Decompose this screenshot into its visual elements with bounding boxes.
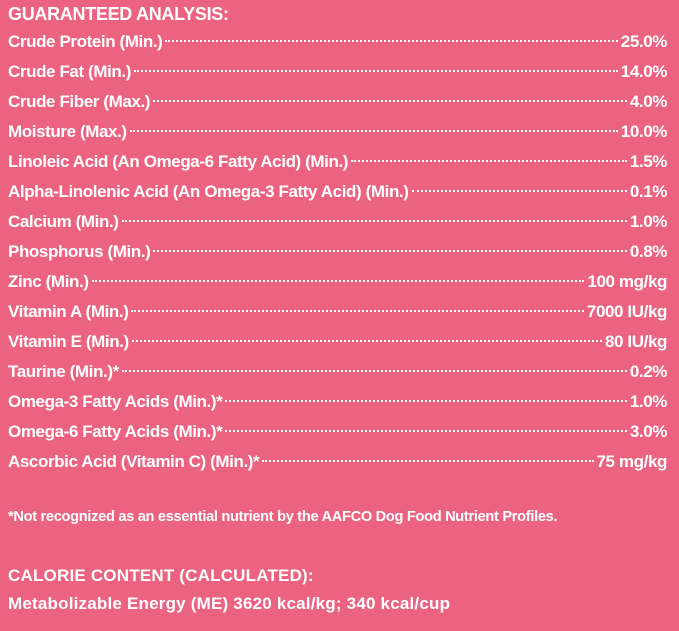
nutrient-label: Crude Fiber (Max.) xyxy=(8,92,151,111)
analysis-row: Linoleic Acid (An Omega-6 Fatty Acid) (M… xyxy=(8,147,667,177)
nutrient-label: Vitamin A (Min.) xyxy=(8,302,129,321)
nutrient-label: Crude Fat (Min.) xyxy=(8,62,131,81)
leader-dots xyxy=(225,400,627,402)
nutrient-value: 0.8% xyxy=(629,242,668,261)
leader-dots xyxy=(351,160,627,162)
nutrient-value: 3.0% xyxy=(629,422,668,441)
nutrient-label: Linoleic Acid (An Omega-6 Fatty Acid) (M… xyxy=(8,152,349,171)
analysis-row: Calcium (Min.) 1.0% xyxy=(8,207,667,237)
nutrient-label: Crude Protein (Min.) xyxy=(8,32,163,51)
leader-dots xyxy=(131,310,584,312)
analysis-row: Zinc (Min.) 100 mg/kg xyxy=(8,267,667,297)
nutrient-label: Calcium (Min.) xyxy=(8,212,119,231)
nutrient-label: Phosphorus (Min.) xyxy=(8,242,151,261)
heading: GUARANTEED ANALYSIS: xyxy=(8,4,229,24)
analysis-row: Ascorbic Acid (Vitamin C) (Min.)* 75 mg/k… xyxy=(8,447,667,477)
nutrient-label: Vitamin E (Min.) xyxy=(8,332,129,351)
nutrient-value: 1.0% xyxy=(629,212,668,231)
leader-dots xyxy=(411,190,627,192)
leader-dots xyxy=(121,370,627,372)
nutrient-value: 75 mg/kg xyxy=(596,452,668,471)
nutrient-label: Omega-6 Fatty Acids (Min.)* xyxy=(8,422,223,441)
nutrient-value: 14.0% xyxy=(620,62,668,81)
nutrient-value: 1.5% xyxy=(629,152,668,171)
nutrient-label: Moisture (Max.) xyxy=(8,122,127,141)
analysis-row: Moisture (Max.) 10.0% xyxy=(8,117,667,147)
nutrient-value: 80 IU/kg xyxy=(605,332,667,351)
nutrient-value: 7000 IU/kg xyxy=(586,302,668,321)
leader-dots xyxy=(91,280,585,282)
nutrient-value: 100 mg/kg xyxy=(587,272,667,291)
nutrient-value: 1.0% xyxy=(629,392,668,411)
nutrient-value: 4.0% xyxy=(629,92,668,111)
analysis-row: Vitamin E (Min.) 80 IU/kg xyxy=(8,327,667,357)
analysis-row: Omega-3 Fatty Acids (Min.)* 1.0% xyxy=(8,387,667,417)
leader-dots xyxy=(133,70,618,72)
analysis-row: Vitamin A (Min.) 7000 IU/kg xyxy=(8,297,667,327)
leader-dots xyxy=(129,130,618,132)
analysis-row: Omega-6 Fatty Acids (Min.)* 3.0% xyxy=(8,417,667,447)
analysis-row: Alpha-Linolenic Acid (An Omega-3 Fatty A… xyxy=(8,177,667,207)
analysis-row: Crude Fiber (Max.) 4.0% xyxy=(8,87,667,117)
leader-dots xyxy=(153,250,627,252)
nutrient-value: 10.0% xyxy=(620,122,668,141)
footnote: *Not recognized as an essential nutrient… xyxy=(8,509,558,525)
nutrient-label: Ascorbic Acid (Vitamin C) (Min.)* xyxy=(8,452,260,471)
nutrient-label: Omega-3 Fatty Acids (Min.)* xyxy=(8,392,223,411)
analysis-row: Phosphorus (Min.) 0.8% xyxy=(8,237,667,267)
nutrient-value: 0.2% xyxy=(629,362,668,381)
leader-dots xyxy=(262,460,594,462)
leader-dots xyxy=(165,40,618,42)
nutrient-label: Zinc (Min.) xyxy=(8,272,89,291)
calorie-heading: CALORIE CONTENT (CALCULATED): xyxy=(8,566,314,585)
analysis-row: Crude Protein (Min.) 25.0% xyxy=(8,27,667,57)
analysis-row: Taurine (Min.)* 0.2% xyxy=(8,357,667,387)
leader-dots xyxy=(153,100,627,102)
leader-dots xyxy=(121,220,627,222)
nutrient-label: Taurine (Min.)* xyxy=(8,362,119,381)
calorie-text: Metabolizable Energy (ME) 3620 kcal/kg; … xyxy=(8,594,451,613)
leader-dots xyxy=(131,340,602,342)
analysis-list: Crude Protein (Min.) 25.0% Crude Fat (Min.… xyxy=(8,27,667,477)
nutrient-value: 0.1% xyxy=(629,182,668,201)
nutrient-value: 25.0% xyxy=(620,32,668,51)
nutrient-label: Alpha-Linolenic Acid (An Omega-3 Fatty A… xyxy=(8,182,409,201)
analysis-row: Crude Fat (Min.) 14.0% xyxy=(8,57,667,87)
leader-dots xyxy=(225,430,627,432)
